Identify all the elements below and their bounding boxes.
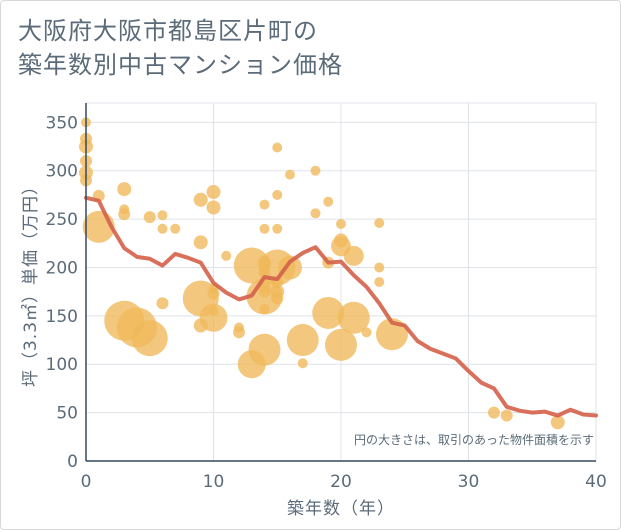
bubble-point — [259, 199, 270, 210]
x-tick-label: 0 — [81, 472, 92, 492]
y-tick-label: 200 — [46, 258, 78, 278]
x-axis-title: 築年数（年） — [287, 499, 395, 519]
bubble-point — [233, 326, 245, 339]
bubble-point — [272, 142, 283, 153]
bubble-point — [117, 182, 132, 197]
y-tick-label: 300 — [46, 162, 78, 182]
bubble-point — [286, 324, 319, 357]
bubble-point — [207, 287, 220, 300]
bubble-point — [343, 245, 364, 266]
bubble-point — [143, 211, 156, 224]
bubble-point — [170, 223, 181, 234]
y-tick-label: 100 — [46, 355, 78, 375]
bubble-point — [374, 217, 385, 228]
bubble-point — [310, 208, 321, 219]
bubble-point — [271, 292, 284, 305]
bubble-point — [193, 235, 208, 250]
bubble-point — [157, 223, 168, 234]
bubble-point — [156, 297, 169, 310]
x-tick-label: 40 — [585, 472, 607, 492]
bubble-point — [206, 185, 221, 200]
trend-series — [84, 195, 598, 418]
bubble-point — [325, 328, 357, 361]
x-tick-label: 20 — [330, 472, 352, 492]
y-tick-label: 250 — [46, 210, 78, 230]
bubble-point — [248, 333, 281, 366]
bubble-point — [278, 255, 302, 280]
bubble-point — [259, 223, 270, 234]
bubble-point — [131, 320, 168, 357]
bubble-point — [221, 250, 232, 261]
x-tick-label: 10 — [203, 472, 225, 492]
chart-title: 大阪府大阪市都島区片町の 築年数別中古マンション価格 — [18, 14, 343, 82]
y-tick-label: 0 — [67, 452, 78, 472]
chart-title-line-1: 大阪府大阪市都島区片町の — [18, 17, 318, 45]
trend-line — [84, 195, 598, 418]
size-note: 円の大きさは、取引のあった物件面積を示す — [354, 432, 594, 447]
bubble-point — [199, 303, 228, 332]
bubble-point — [374, 262, 385, 273]
bubble-point — [272, 223, 283, 234]
grid-lines — [85, 102, 597, 462]
bubble-point — [157, 210, 168, 221]
y-tick-label: 150 — [46, 307, 78, 327]
bubble-point — [206, 200, 221, 215]
bubble-point — [285, 169, 295, 180]
y-axis-title: 坪（3.3㎡）単価（万円） — [21, 177, 41, 387]
bubble-point — [193, 192, 208, 207]
bubble-point — [488, 406, 500, 419]
bubble-point — [118, 208, 131, 221]
bubble-point — [337, 301, 370, 334]
y-tick-label: 350 — [46, 113, 78, 133]
bubble-point — [550, 415, 565, 430]
bubble-point — [336, 218, 346, 229]
bubble-series — [79, 117, 565, 430]
x-tick-label: 30 — [458, 472, 480, 492]
bubble-point — [500, 409, 513, 422]
bubble-point — [374, 277, 385, 287]
axes: 0 50 100 150 200 250 300 350 0 10 20 30 40 — [46, 103, 607, 492]
bubble-point — [272, 189, 283, 200]
y-tick-label: 50 — [56, 404, 78, 424]
chart-title-line-2: 築年数別中古マンション価格 — [18, 51, 343, 79]
bubble-point — [361, 327, 372, 338]
bubble-point — [259, 304, 270, 315]
bubble-point — [297, 358, 308, 369]
bubble-point — [310, 165, 321, 176]
bubble-point — [312, 296, 345, 329]
bubble-point — [323, 196, 334, 207]
